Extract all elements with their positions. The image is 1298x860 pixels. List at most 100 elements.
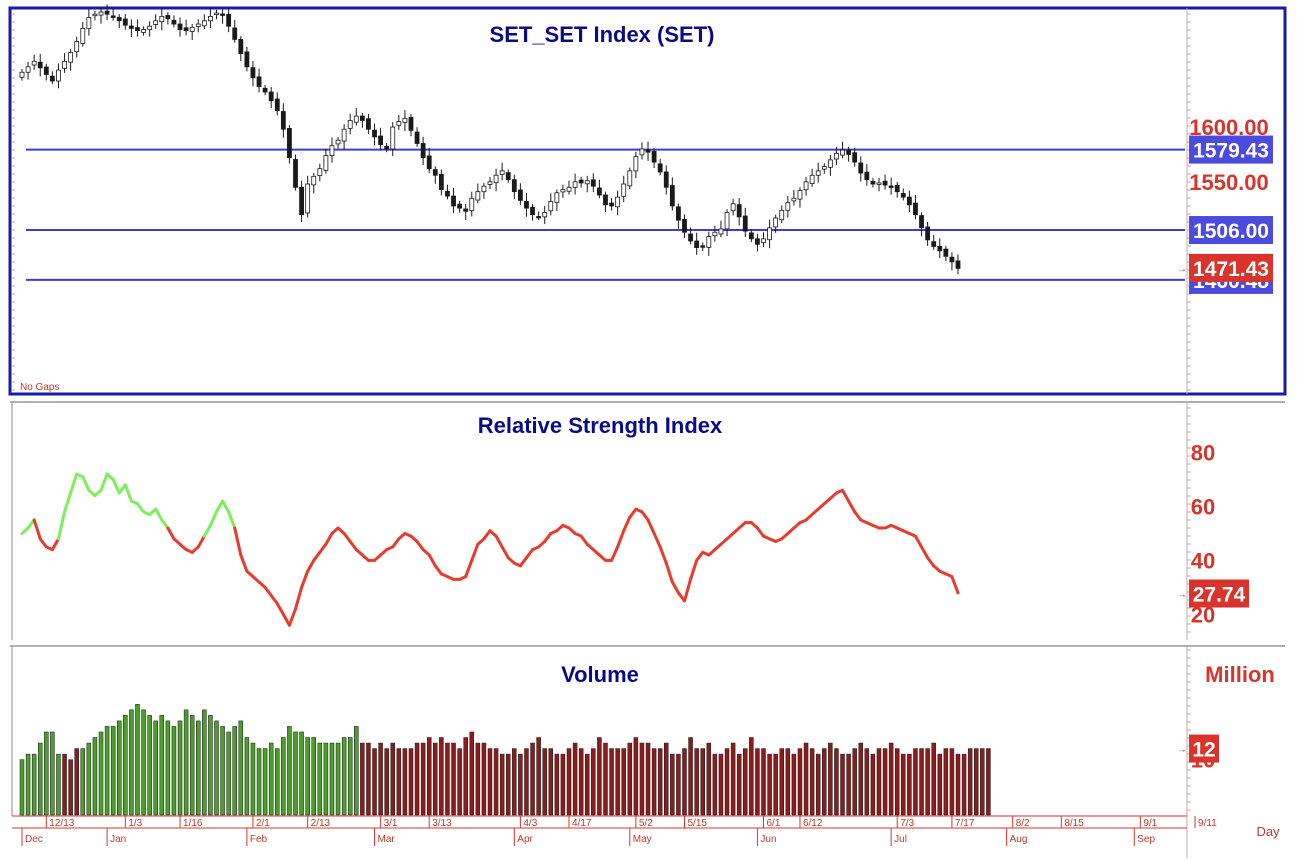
candle-body [560,189,566,193]
rsi-last-tag [1189,579,1249,608]
candle-body [882,180,888,186]
volume-bar [347,737,353,816]
rsi-segment [348,540,358,552]
volume-bar [159,715,165,816]
candle-body [590,179,596,187]
volume-bar [803,742,809,816]
candle-body [676,206,681,221]
date-label: 8/2 [1016,818,1030,829]
candle-body [931,241,937,247]
volume-bar [463,737,468,816]
candle-body [183,27,189,32]
candle-body [451,195,456,207]
month-label: Apr [517,834,533,845]
volume-bar [74,748,79,816]
rsi-segment [640,510,650,522]
candle-body [280,111,286,130]
rsi-segment [294,585,304,611]
volume-bar [493,748,499,816]
rsi-segment [926,556,936,568]
date-label: 12/13 [49,818,74,829]
rsi-segment [275,602,285,616]
candle-body [742,215,748,232]
candle-body [323,155,329,171]
rsi-segment [111,477,121,495]
candle-body [481,185,487,193]
volume-bar [116,720,122,816]
candle-body [894,184,900,193]
candle-body [384,145,390,150]
candle-body [815,170,821,176]
rsi-segment [610,545,620,562]
candle-body [621,183,627,197]
volume-bar [439,737,444,816]
volume-bar [524,748,529,816]
volume-bar [670,753,675,816]
volume-bar [214,720,219,816]
rsi-segment [658,545,668,565]
date-label: 2/13 [311,818,331,829]
candle-body [104,10,110,15]
rsi-segment [464,558,474,579]
candle-body [827,159,833,168]
candle-body [159,15,165,23]
candle-body [274,98,280,112]
candle-body [876,182,882,185]
candle-body [700,245,706,248]
candle-body [402,117,408,123]
volume-bar [390,742,396,816]
candle-body [287,127,292,159]
date-label: 4/3 [523,818,537,829]
candle-body [657,163,663,173]
rsi-segment [616,529,626,549]
candle-body [530,206,535,216]
candle-body [341,128,347,142]
candle-body [645,149,651,153]
price-tick-label: 1550.00 [1189,170,1269,195]
volume-bar [518,753,523,816]
volume-bar [287,726,292,816]
volume-last-tag [1189,734,1219,763]
volume-bar [822,748,827,816]
last-price-tag-label: 1471.43 [1193,258,1269,281]
volume-bar [828,742,833,816]
candle-body [791,197,797,202]
volume-bar [189,715,195,816]
volume-bar [86,742,92,816]
rsi-tick-label: 80 [1191,440,1215,465]
candle-body [870,180,876,185]
date-label: 1/3 [128,818,142,829]
volume-axis: 1012→ [1177,649,1219,811]
volume-bar [919,748,924,816]
candle-body [244,51,250,68]
volume-bar [37,742,43,816]
volume-bar [420,742,426,816]
candle-body [511,179,517,193]
rsi-segment [306,558,316,573]
volume-bar [44,731,49,816]
rsi-segment [494,534,504,549]
volume-bar [323,742,329,816]
rsi-segment [233,526,243,557]
candle-body [615,196,621,208]
volume-bar [584,753,590,816]
volume-bar [949,748,955,816]
volume-bar [967,748,973,816]
rsi-segment [287,607,298,627]
volume-bar [220,726,225,816]
candle-body [767,227,772,241]
volume-bar [870,753,876,816]
candle-body [62,60,67,69]
candle-body [232,27,238,40]
rsi-segment [841,488,851,503]
volume-bar [718,753,724,816]
volume-bar [651,748,657,816]
candle-body [499,170,505,175]
candle-body [651,150,657,163]
volume-bar [378,742,383,816]
month-label: Sep [1137,834,1155,845]
rsi-segment [950,575,960,595]
volume-bar [749,737,754,816]
date-label: 9/11 [1198,818,1217,829]
